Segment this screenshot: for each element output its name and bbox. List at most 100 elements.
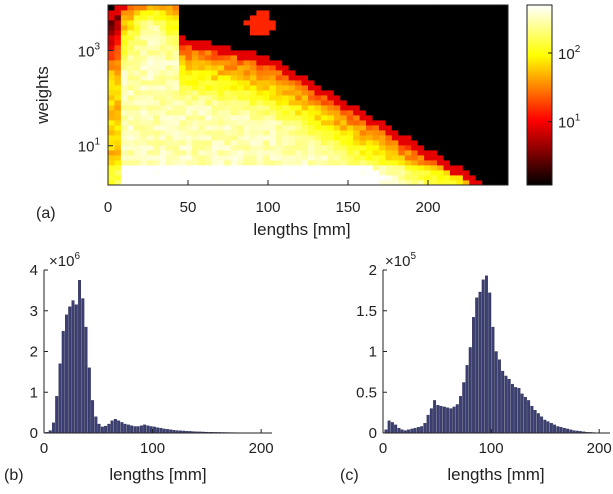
heatmap-cell <box>372 130 380 136</box>
heatmap-cell <box>404 135 412 141</box>
heatmap-cell <box>295 70 302 76</box>
heatmap-cell <box>456 135 464 141</box>
heatmap-cell <box>262 35 270 41</box>
heatmap-cell <box>449 105 457 111</box>
heatmap-cell <box>398 145 406 151</box>
heatmap-cell <box>249 75 257 81</box>
heatmap-cell <box>159 175 167 181</box>
heatmap-cell <box>449 5 457 11</box>
heatmap-cell <box>437 65 444 71</box>
heatmap-cell <box>398 10 406 16</box>
heatmap-cell <box>320 145 328 151</box>
heatmap-cell <box>127 10 135 16</box>
heatmap-cell <box>462 80 470 86</box>
heatmap-cell <box>140 65 148 71</box>
heatmap-cell <box>424 100 431 106</box>
heatmap-cell <box>288 30 296 36</box>
heatmap-cell <box>501 165 509 171</box>
heatmap-cell <box>140 115 148 121</box>
heatmap-cell <box>327 90 335 96</box>
heatmap-cell <box>166 125 173 131</box>
heatmap-cell <box>398 130 406 136</box>
heatmap-cell <box>153 125 161 131</box>
heatmap-cell <box>185 85 193 91</box>
heatmap-cell <box>282 150 290 156</box>
heatmap-cell <box>185 30 193 36</box>
heatmap-cell <box>372 45 380 51</box>
heatmap-cell <box>424 155 431 161</box>
heatmap-cell <box>378 5 386 11</box>
heatmap-cell <box>153 180 161 186</box>
heatmap-cell <box>140 40 148 46</box>
histogram-bar <box>416 427 420 434</box>
heatmap-cell <box>404 150 412 156</box>
heatmap-cell <box>462 165 470 171</box>
heatmap-cell <box>372 110 380 116</box>
heatmap-cell <box>166 65 173 71</box>
heatmap-cell <box>191 95 199 101</box>
heatmap-cell <box>340 160 348 166</box>
heatmap-cell <box>469 10 477 16</box>
heatmap-cell <box>333 80 341 86</box>
heatmap-cell <box>385 150 393 156</box>
heatmap-cell <box>301 5 309 11</box>
heatmap-cell <box>146 90 154 96</box>
heatmap-cell <box>243 100 251 106</box>
heatmap-cell <box>437 175 444 181</box>
heatmap-cell <box>178 80 186 86</box>
heatmap-cell <box>462 110 470 116</box>
heatmap-cell <box>288 135 296 141</box>
heatmap-cell <box>398 65 406 71</box>
heatmap-cell <box>449 90 457 96</box>
heatmap-cell <box>385 130 393 136</box>
heatmap-cell <box>449 130 457 136</box>
heatmap-cell <box>224 180 231 186</box>
heatmap-cell <box>185 65 193 71</box>
heatmap-cell <box>398 15 406 21</box>
heatmap-cell <box>456 10 464 16</box>
heatmap-cell <box>404 75 412 81</box>
heatmap-cell <box>282 45 290 51</box>
heatmap-cell <box>282 105 290 111</box>
heatmap-cell <box>256 110 264 116</box>
heatmap-cell <box>256 115 264 121</box>
heatmap-cell <box>114 170 122 176</box>
heatmap-cell <box>108 140 115 146</box>
heatmap-cell <box>366 95 373 101</box>
heatmap-cell <box>262 50 270 56</box>
heatmap-cell <box>172 155 180 161</box>
heatmap-cell <box>114 5 122 11</box>
histogram-bar <box>433 400 437 434</box>
heatmap-cell <box>411 155 419 161</box>
heatmap-cell <box>430 90 438 96</box>
heatmap-cell <box>366 100 373 106</box>
heatmap-cell <box>217 70 225 76</box>
heatmap-cell <box>366 180 373 186</box>
heatmap-cell <box>320 120 328 126</box>
heatmap-cell <box>340 110 348 116</box>
heatmap-cell <box>217 95 225 101</box>
heatmap-cell <box>391 50 399 56</box>
heatmap-cell <box>217 100 225 106</box>
heatmap-cell <box>198 110 206 116</box>
heatmap-cell <box>501 170 509 176</box>
heatmap-cell <box>243 125 251 131</box>
heatmap-cell <box>301 75 309 81</box>
histogram-b-x-axis-label: lengths [mm] <box>109 465 206 484</box>
heatmap-cell <box>308 10 315 16</box>
heatmap-cell <box>237 30 244 36</box>
heatmap-cell <box>198 90 206 96</box>
heatmap-cell <box>249 45 257 51</box>
heatmap-cell <box>404 95 412 101</box>
heatmap-cell <box>211 90 219 96</box>
heatmap-cell <box>378 25 386 31</box>
heatmap-cell <box>501 95 509 101</box>
heatmap-cell <box>372 5 380 11</box>
heatmap-cell <box>417 40 425 46</box>
histogram-bar <box>530 405 534 434</box>
heatmap-cell <box>211 30 219 36</box>
heatmap-cell <box>198 30 206 36</box>
heatmap-cell <box>191 115 199 121</box>
heatmap-cell <box>346 35 354 41</box>
